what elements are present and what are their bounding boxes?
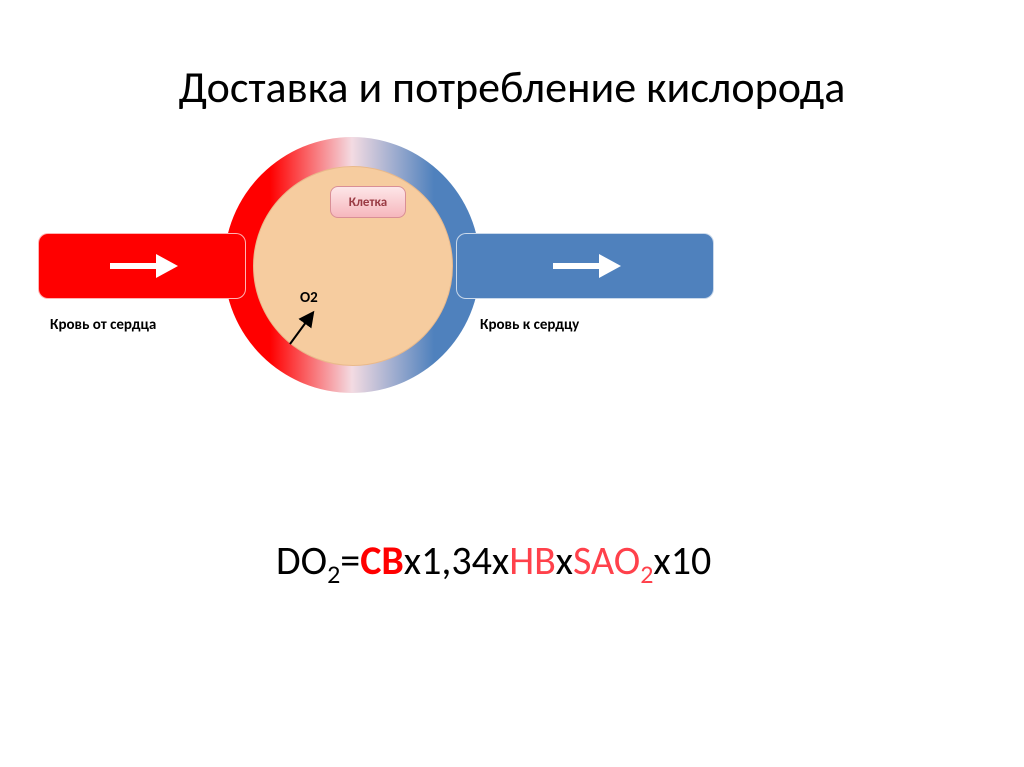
venous-flow-bar xyxy=(456,233,714,299)
cell-box-label: Клетка xyxy=(349,195,387,210)
formula-sub2-a: 2 xyxy=(327,558,340,590)
do2-formula: DO2=CBx1,34xHBxSAO2x10 xyxy=(276,536,711,590)
formula-sub2-b: 2 xyxy=(640,558,653,590)
o2-label: O2 xyxy=(300,289,318,307)
cell-box: Клетка xyxy=(330,186,406,218)
arterial-label: Кровь от сердца xyxy=(50,316,156,334)
formula-x1: x1,34x xyxy=(404,536,509,585)
page-title: Доставка и потребление кислорода xyxy=(0,60,1024,114)
formula-x2: x xyxy=(556,536,573,585)
venous-label: Кровь к сердцу xyxy=(480,316,579,334)
formula-sao: SAO xyxy=(573,536,640,585)
formula-hb: HB xyxy=(509,536,555,585)
formula-x10: x10 xyxy=(653,536,711,585)
formula-cb: CB xyxy=(360,536,404,585)
arterial-flow-bar xyxy=(38,233,246,299)
formula-do2: DO xyxy=(276,536,327,585)
arrow-right-icon xyxy=(106,250,178,282)
formula-eq: = xyxy=(340,536,360,585)
o2-pointer-arrow-icon xyxy=(284,308,334,358)
arrow-right-icon xyxy=(549,250,621,282)
